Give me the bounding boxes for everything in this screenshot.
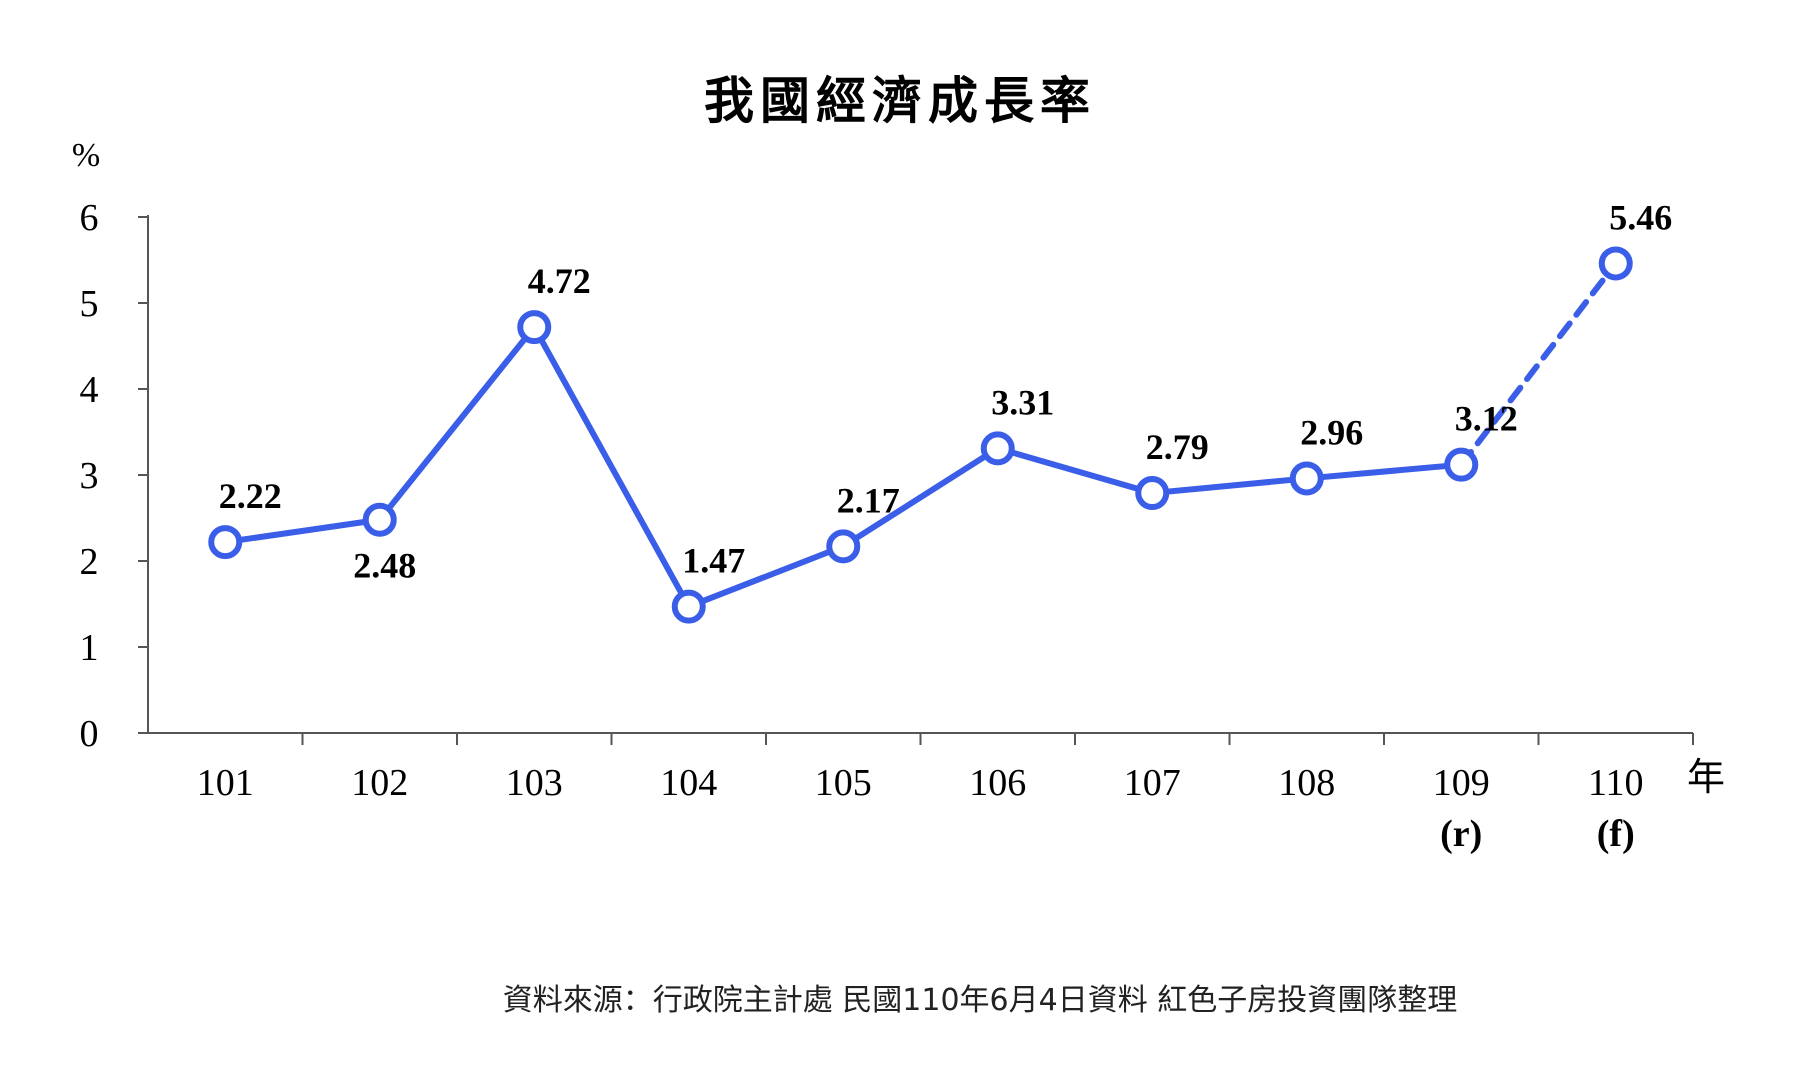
x-tick-label: 107 — [1124, 762, 1181, 804]
source-note: 資料來源：行政院主計處 民國110年6月4日資料 紅色子房投資團隊整理 — [503, 983, 1458, 1018]
x-tick-label: 105 — [815, 762, 872, 804]
data-point — [362, 502, 397, 537]
data-label: 3.31 — [991, 382, 1054, 422]
data-label: 2.96 — [1300, 412, 1363, 452]
data-point — [208, 525, 243, 560]
series-line — [222, 260, 1619, 610]
x-tick-label: 109 — [1433, 762, 1490, 804]
data-label: 4.72 — [528, 261, 591, 301]
x-tick-label: 108 — [1278, 762, 1335, 804]
data-labels: 2.22 2.48 4.72 1.47 2.17 3.31 2.79 2.96 3.12 5.46 — [219, 197, 1673, 585]
axes: 0 1 2 3 4 5 6 101 102 103 104 105 106 107 108 109 (r) 110… — [80, 197, 1694, 855]
x-tick-label: 101 — [197, 762, 254, 804]
y-tick-label: 6 — [80, 197, 99, 239]
series-line-forecast — [1458, 260, 1619, 468]
y-tick-label: 5 — [80, 283, 99, 325]
data-label: 2.17 — [837, 480, 900, 520]
x-tick-label: 106 — [969, 762, 1026, 804]
data-label: 2.79 — [1146, 427, 1209, 467]
data-label: 2.22 — [219, 476, 282, 516]
x-tick-label: 104 — [660, 762, 717, 804]
data-point — [1598, 246, 1633, 281]
data-label: 1.47 — [682, 541, 745, 581]
y-tick-label: 4 — [80, 369, 99, 411]
data-point — [671, 589, 706, 624]
data-point — [1289, 461, 1324, 496]
y-tick-label: 3 — [80, 455, 99, 497]
data-point — [1135, 476, 1170, 511]
x-tick-label: 102 — [351, 762, 408, 804]
x-tick-note: (f) — [1597, 813, 1635, 855]
chart-title: 我國經濟成長率 — [704, 71, 1096, 130]
data-label: 2.48 — [353, 546, 416, 586]
data-point — [826, 529, 861, 564]
x-tick-label: 103 — [506, 762, 563, 804]
x-tick-note: (r) — [1440, 813, 1482, 855]
data-point — [517, 310, 552, 345]
y-tick-label: 2 — [80, 541, 99, 583]
data-points — [208, 246, 1633, 624]
data-label: 3.12 — [1455, 399, 1518, 439]
x-tick-label: 110 — [1588, 762, 1644, 804]
y-tick-label: 1 — [80, 627, 99, 669]
y-axis-unit: % — [72, 137, 100, 174]
x-axis-unit: 年 — [1687, 757, 1725, 799]
y-tick-label: 0 — [80, 713, 99, 755]
data-point — [980, 431, 1015, 466]
data-label: 5.46 — [1609, 197, 1672, 237]
data-point — [1444, 447, 1479, 482]
